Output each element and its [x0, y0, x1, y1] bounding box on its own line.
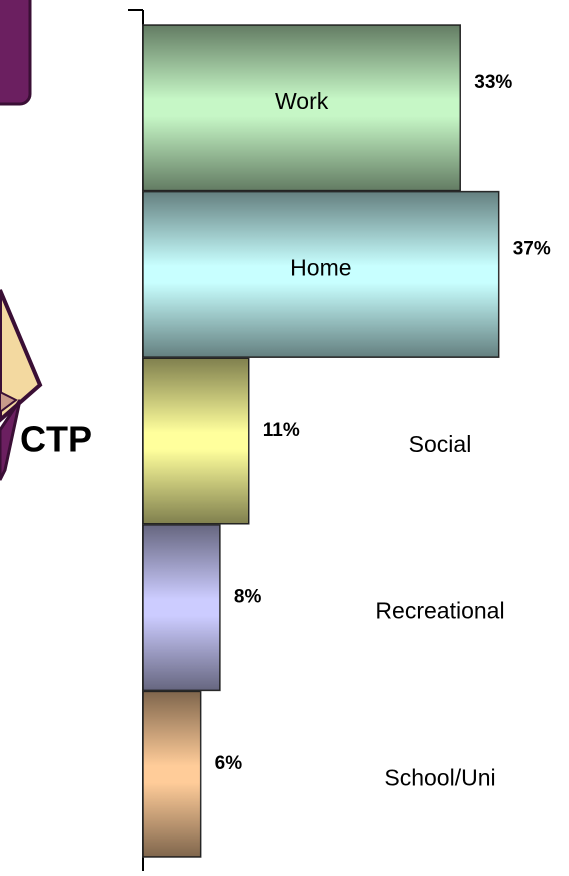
value-label: 6% — [215, 753, 243, 774]
value-label: 8% — [234, 587, 262, 608]
category-label: School/Uni — [384, 764, 495, 790]
value-label: 33% — [474, 72, 512, 93]
category-label: Recreational — [375, 598, 504, 624]
category-label: Work — [275, 88, 329, 114]
bar — [143, 691, 201, 857]
category-label: Social — [409, 431, 472, 457]
logo-shape — [0, 0, 30, 104]
category-label: Home — [290, 254, 351, 280]
bar — [143, 525, 220, 691]
logo-text: CTP — [20, 419, 92, 460]
value-label: 11% — [263, 420, 300, 441]
chart: CTP Work 33% Home 37% Social 11% Recreational 8… — [0, 0, 569, 871]
value-label: 37% — [513, 238, 551, 259]
bar — [143, 358, 249, 524]
